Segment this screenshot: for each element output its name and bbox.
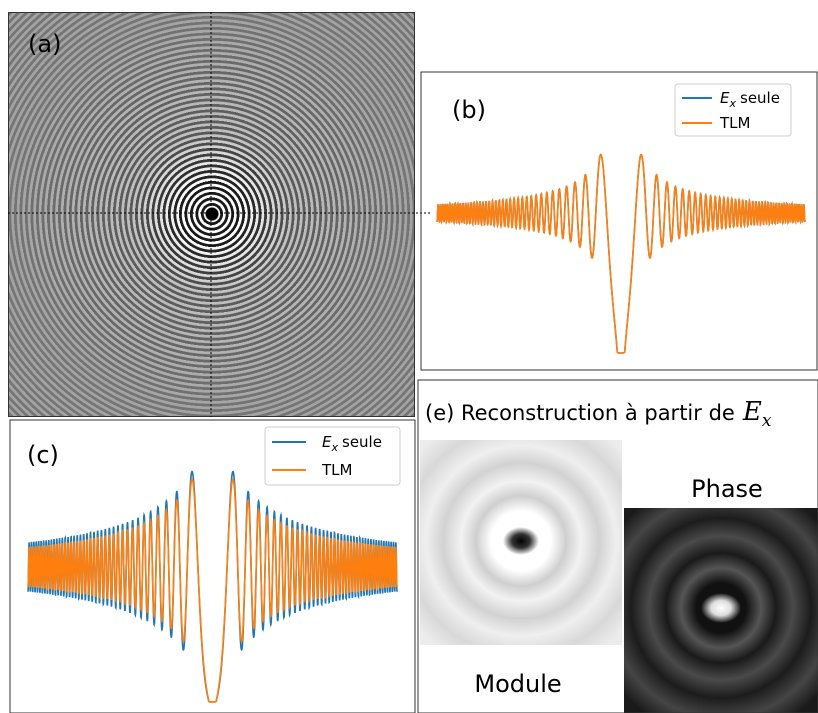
phase-image <box>624 508 818 713</box>
subscript: x <box>728 97 736 110</box>
panel-label: (a) <box>28 30 61 58</box>
curve-group <box>436 153 806 354</box>
legend-entry: Ex seule <box>322 433 382 454</box>
legend-entry: TLM <box>719 114 750 132</box>
title-text: (e) Reconstruction à partir de <box>425 401 735 425</box>
symbol: E <box>720 89 730 107</box>
curve <box>27 478 398 703</box>
legend-entry: Ex seule <box>720 89 780 110</box>
symbol: E <box>742 397 762 427</box>
panel-title: (e) Reconstruction à partir de Ex <box>425 397 772 431</box>
curve <box>27 470 398 703</box>
legend-text: seule <box>740 89 780 107</box>
curve-group <box>27 470 398 703</box>
module-image <box>420 440 622 645</box>
panel-e-frame <box>417 379 818 713</box>
curve <box>436 153 806 354</box>
module-label: Module <box>474 670 561 698</box>
subscript: x <box>330 441 338 454</box>
legend-entry: TLM <box>321 461 352 479</box>
panel-c-frame <box>9 419 416 713</box>
legend-text: seule <box>342 433 382 451</box>
symbol: E <box>322 433 332 451</box>
panel-label: (b) <box>452 96 486 124</box>
phase-label: Phase <box>691 475 763 503</box>
subscript: x <box>762 411 772 431</box>
panel-b-frame <box>420 71 818 371</box>
panel-label: (c) <box>27 441 59 469</box>
curve <box>436 153 806 354</box>
